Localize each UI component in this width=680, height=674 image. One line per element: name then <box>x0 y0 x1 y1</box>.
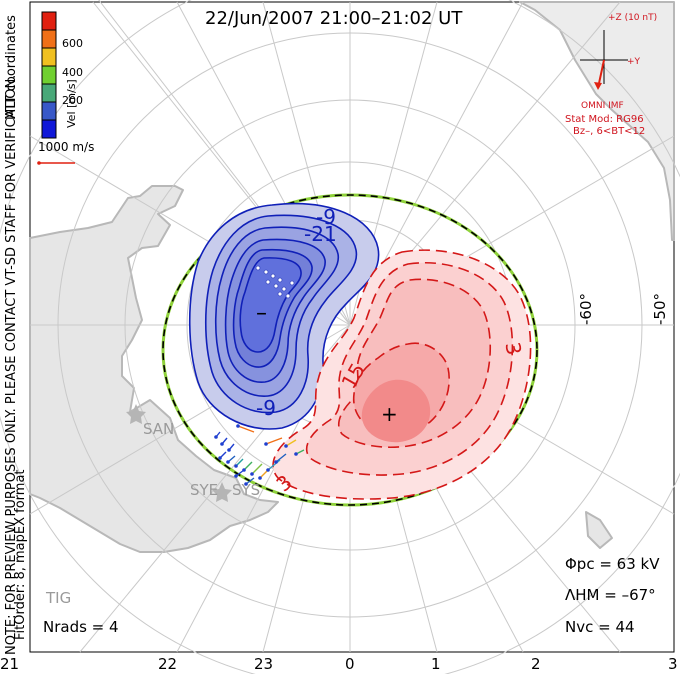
scale-vector-dot <box>37 161 41 165</box>
mlt-label-0: 0 <box>345 655 355 673</box>
contour-label-pos-outer: 3 <box>500 340 526 357</box>
colorbar <box>41 11 57 139</box>
contour-label-neg-inner: -21 <box>304 222 337 246</box>
stat-n-vc: Nvc = 44 <box>565 618 635 636</box>
station-label-sye: SYE <box>190 481 219 499</box>
colorbar-segment <box>41 65 57 85</box>
scale-vector-label: 1000 m/s <box>38 140 95 154</box>
colorbar-segment <box>41 29 57 49</box>
station-label-san: SAN <box>143 420 175 438</box>
negative-potential-cell <box>188 202 380 430</box>
colorbar-segment <box>41 83 57 103</box>
data-points <box>255 265 295 299</box>
maximum-marker: + <box>381 402 398 426</box>
map-title: 22/Jun/2007 21:00–21:02 UT <box>205 8 463 29</box>
latitude-label-50: -50° <box>651 293 669 325</box>
mlt-label-2: 2 <box>531 655 541 673</box>
contour-label-neg-lower: -9 <box>256 396 276 420</box>
imf-y-label: +Y <box>627 57 641 67</box>
colorbar-tick-200: 200 <box>62 94 83 107</box>
colorbar-segment <box>41 11 57 31</box>
mlt-label-3: 3 <box>668 655 678 673</box>
colorbar-tick-400: 400 <box>62 66 83 79</box>
station-label-tig: TIG <box>46 589 72 607</box>
station-label-sys: SYS <box>232 481 261 499</box>
minimum-marker: – <box>256 301 267 326</box>
colorbar-segment <box>41 101 57 121</box>
positive-potential-cell <box>272 249 532 500</box>
vector-dots <box>214 424 298 486</box>
mlt-label-21: 21 <box>0 655 20 673</box>
stat-lambda-hm: ΛHM = –67° <box>565 586 656 604</box>
imf-condition: Bz–, 6<BT<12 <box>573 126 646 137</box>
imf-dial <box>580 30 628 90</box>
imf-source: OMNI IMF <box>581 101 624 111</box>
station-markers <box>126 404 232 502</box>
colorbar-tick-600: 600 <box>62 37 83 50</box>
heppner-maynard-boundary-dash <box>162 194 538 506</box>
colorbar-segment <box>41 47 57 67</box>
latitude-label-60: -60° <box>577 293 595 325</box>
mlt-label-1: 1 <box>431 655 441 673</box>
colorbar-segment <box>41 119 57 139</box>
mlt-label-22: 22 <box>158 655 178 673</box>
mlt-label-23: 23 <box>254 655 274 673</box>
imf-z-label: +Z (10 nT) <box>608 13 658 23</box>
contour-label-neg-outer: -9 <box>316 205 336 229</box>
stat-model: Stat Mod: RG96 <box>565 114 644 125</box>
fitorder-note: FitOrder: 8, mapEX format <box>13 469 28 640</box>
stat-phi-pc: Φpc = 63 kV <box>565 555 660 573</box>
stat-n-rads: Nrads = 4 <box>43 618 119 636</box>
